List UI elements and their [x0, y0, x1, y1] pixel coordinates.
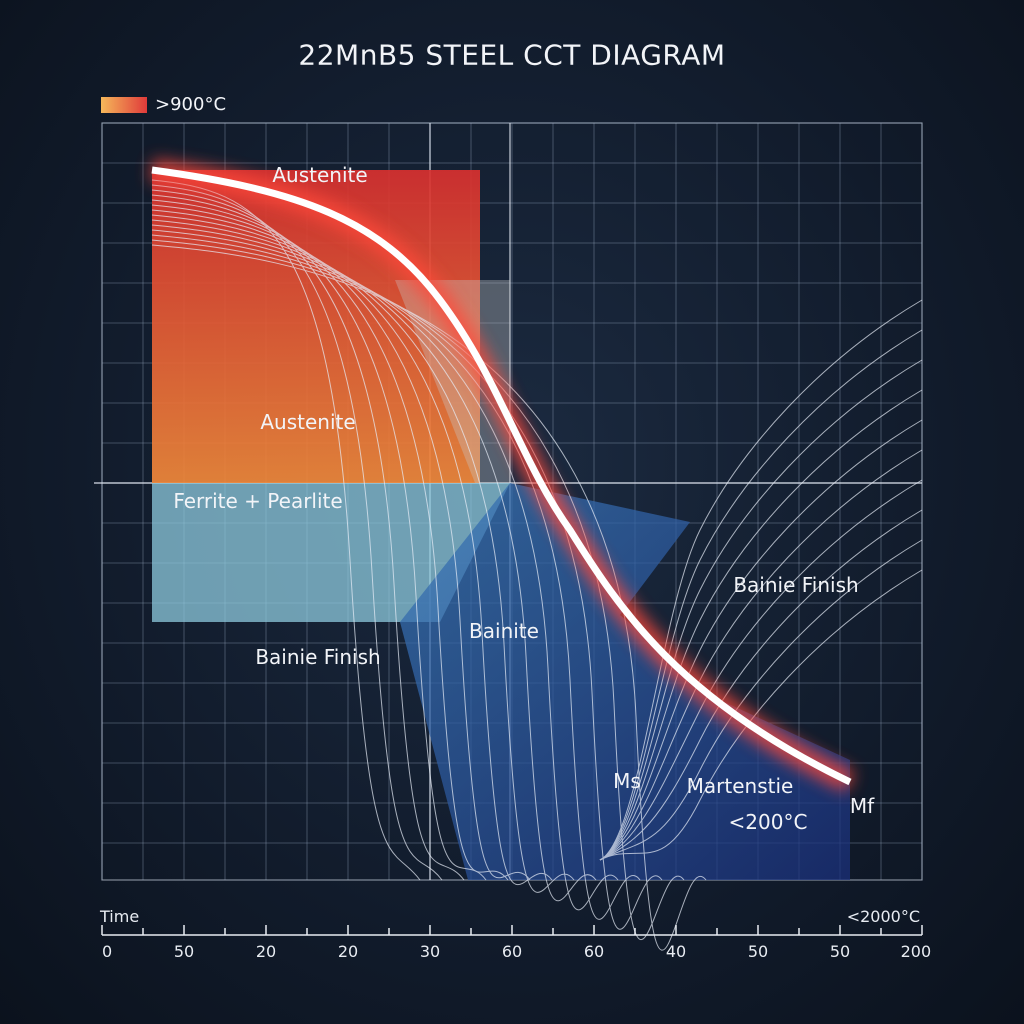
cooling-curve-line [599, 539, 923, 861]
label-austenite-top: Austenite [272, 163, 368, 187]
label-martensite-temp: <200°C [728, 810, 808, 834]
transition-zone [395, 280, 510, 483]
x-tick-label: 0 [102, 942, 113, 961]
x-axis-ticks [101, 925, 923, 935]
cooling-curve-line [599, 449, 923, 861]
cooling-curves [151, 179, 923, 951]
label-martensite: Martenstie [686, 774, 794, 798]
cooling-curve-line [599, 389, 923, 861]
label-bainite: Bainite [469, 619, 539, 643]
cooling-curve-line [151, 209, 553, 886]
label-austenite: Austenite [260, 410, 356, 434]
cooling-curve-line [599, 359, 923, 861]
x-tick-label: 50 [829, 942, 851, 961]
label-mf: Mf [849, 794, 875, 818]
x-tick-label: 20 [337, 942, 359, 961]
cooling-curve-line [599, 329, 923, 861]
cooling-curve-line [599, 299, 923, 861]
cooling-curve-line [599, 509, 923, 861]
label-ms: Ms [613, 769, 641, 793]
cooling-curve-line [151, 239, 685, 941]
x-tick-label: 200 [900, 942, 932, 961]
label-ferrite-pearlite: Ferrite + Pearlite [173, 489, 343, 513]
cooling-curve-line [151, 204, 531, 881]
cooling-curve-line [151, 234, 663, 930]
cooling-curve-line [151, 229, 641, 920]
cooling-curve-line [151, 189, 465, 881]
cooling-curve-line [151, 194, 487, 881]
x-tick-label: 50 [747, 942, 769, 961]
ferrite-pearlite-region [152, 483, 510, 622]
x-tick-label: 60 [583, 942, 605, 961]
x-tick-label: 20 [255, 942, 277, 961]
x-tick-label: 40 [665, 942, 687, 961]
legend: >900°C [101, 94, 226, 115]
cooling-curve-line [151, 219, 597, 902]
cooling-curve-line [599, 569, 923, 861]
x-axis-label: Time [100, 907, 140, 926]
cooling-curve-line [151, 244, 707, 951]
cooling-curve-line [151, 179, 421, 881]
legend-swatch [101, 96, 147, 113]
legend-label: >900°C [155, 94, 227, 115]
main-cooling-curve [151, 166, 852, 786]
cooling-curve-line [151, 184, 443, 881]
bainite-region [400, 483, 850, 880]
cooling-curve-line [151, 199, 509, 881]
x-tick-label: 50 [173, 942, 195, 961]
diagram-title: 22MnB5 STEEL CCT DIAGRAM [298, 38, 726, 72]
cooling-curve-line [151, 224, 619, 911]
label-bainite-finish-left: Bainie Finish [255, 645, 381, 669]
cooling-curve-line [151, 214, 575, 893]
label-bainite-finish-right: Bainie Finish [733, 573, 859, 597]
x-tick-label: 30 [419, 942, 441, 961]
x-tick-label: 60 [501, 942, 523, 961]
x-axis-right-label: <2000°C [846, 907, 920, 926]
cooling-curve-line [599, 419, 923, 861]
